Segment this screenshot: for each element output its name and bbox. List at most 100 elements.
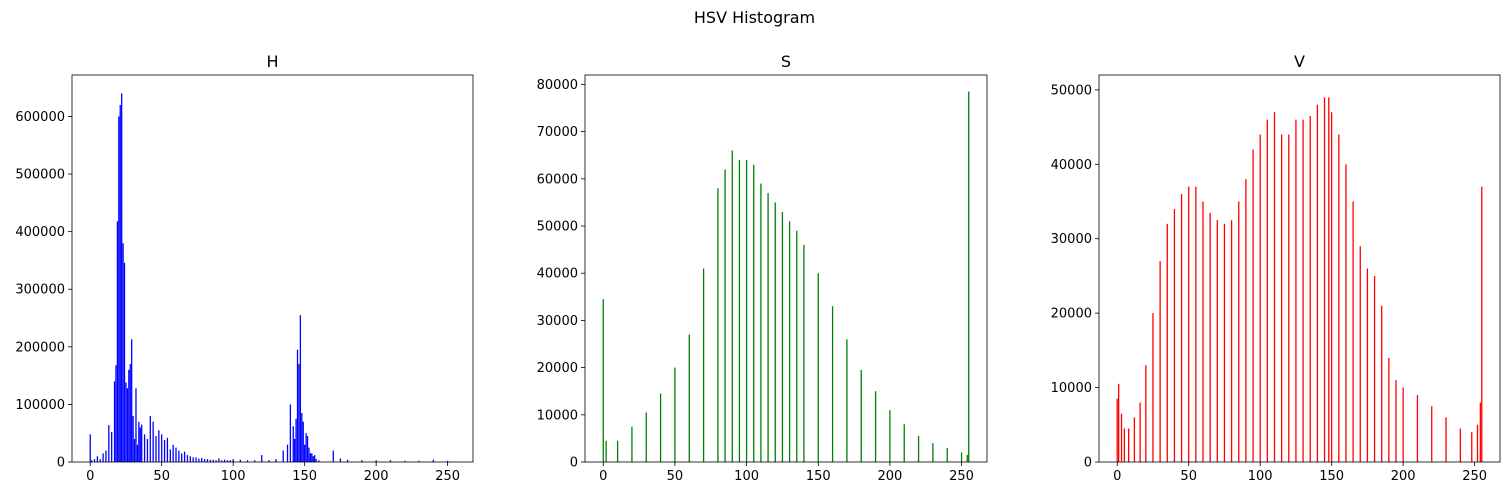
histogram-s-bar (774, 202, 776, 462)
histogram-s-bar (796, 230, 798, 462)
histogram-v-bar (1381, 305, 1383, 462)
histogram-v-bar (1266, 119, 1268, 463)
histogram-v-bar (1118, 383, 1120, 462)
histogram-v-bar (1123, 428, 1126, 462)
histogram-s-bar (688, 334, 690, 462)
histogram-v-x-tick-label: 200 (1391, 469, 1416, 484)
histogram-h-bar (169, 449, 171, 462)
histogram-v-bar (1338, 134, 1340, 463)
histogram-h-bar (404, 460, 406, 462)
histogram-s-bar (753, 164, 755, 463)
histogram-h-bar (296, 349, 299, 462)
histogram-h-bar (302, 421, 304, 462)
histogram-h-bar (203, 459, 206, 462)
histogram-v-bar (1223, 223, 1226, 462)
histogram-s-title: S (781, 52, 791, 71)
histogram-h-bar (149, 415, 151, 462)
histogram-h-bar (275, 459, 277, 462)
histogram-h-bar (181, 453, 183, 462)
histogram-v-bar (1459, 428, 1461, 462)
histogram-v-bar (1309, 115, 1311, 463)
histogram-h-bar (99, 459, 101, 462)
histogram-h-bar (111, 432, 113, 462)
histogram-v-x-tick-label: 250 (1462, 469, 1487, 484)
histogram-h-bar (209, 459, 211, 462)
histogram-h-bar (292, 426, 294, 462)
histogram-s-bar (602, 299, 604, 462)
histogram-s-y-tick-label: 70000 (537, 125, 578, 140)
histogram-v-y-tick-label: 50000 (1051, 83, 1092, 98)
histogram-h-bar (218, 458, 220, 462)
histogram-h-bar (105, 450, 107, 462)
histogram-v-x-tick-label: 150 (1319, 469, 1344, 484)
histogram-h-bar (221, 460, 223, 462)
histogram-h-bar (339, 458, 342, 462)
histogram-s-bar (860, 369, 862, 462)
histogram-h-bar (261, 455, 263, 462)
histogram-h-bar (298, 364, 300, 462)
histogram-h-bar (201, 457, 203, 462)
histogram-h-bar (198, 458, 200, 462)
histogram-h-bar (135, 388, 137, 462)
histogram-v-bar (1173, 208, 1176, 462)
histogram-h-bar (361, 460, 363, 462)
histogram-s-bar (960, 452, 963, 462)
histogram-s-bar (616, 440, 619, 462)
histogram-v-x-tick-label: 0 (1113, 469, 1121, 484)
histogram-s-x-tick-label: 100 (734, 469, 759, 484)
histogram-h-bar (133, 438, 136, 462)
histogram-s-bar (917, 436, 920, 462)
histogram-v-bar (1445, 417, 1447, 462)
histogram-v-bar (1238, 201, 1240, 462)
histogram-h-x-tick-label: 50 (153, 469, 170, 484)
histogram-s-bar (968, 91, 970, 463)
histogram-h-bar (212, 459, 214, 462)
histogram-h-bar (143, 434, 146, 462)
histogram-h-bar (121, 93, 123, 463)
histogram-v-bar (1195, 186, 1197, 462)
histogram-s-bar (788, 221, 791, 462)
histogram-h-bar (311, 453, 313, 462)
histogram-v-bar (1145, 365, 1147, 462)
histogram-h-title: H (266, 52, 278, 71)
histogram-v-bar (1295, 119, 1297, 463)
histogram-v-bar (1471, 432, 1473, 462)
histogram-s-bar (846, 339, 848, 462)
histogram-v-bar (1395, 380, 1397, 462)
histogram-v-bar (1259, 134, 1261, 463)
histogram-v-bar (1388, 357, 1390, 462)
histogram-h-bar (141, 424, 143, 462)
histogram-h-bar (115, 365, 117, 462)
histogram-s-bar (605, 440, 607, 462)
histogram-s-x-tick-label: 150 (806, 469, 831, 484)
histogram-h-bar (229, 460, 231, 462)
histogram-h-bar (158, 430, 160, 462)
histogram-s-bar (966, 454, 968, 462)
histogram-h-bar (294, 438, 296, 462)
histogram-v-panel: V 0 50 100 150 200 250 0 10000 20000 30000 40000 500… (1051, 52, 1501, 484)
histogram-v-frame (1098, 74, 1501, 463)
histogram-h-bar (375, 460, 377, 462)
histogram-v-bar (1166, 223, 1168, 462)
histogram-v-bar (1180, 194, 1183, 462)
histogram-s-y-tick-label: 60000 (537, 172, 578, 187)
histogram-v-x-tick-label: 50 (1180, 469, 1197, 484)
histogram-s-bar (946, 447, 948, 462)
histogram-h-bar (152, 421, 154, 462)
histogram-h-bar (304, 444, 306, 462)
histogram-s-bar (889, 410, 891, 462)
histogram-v-bar (1345, 164, 1347, 462)
histogram-h-bar (226, 460, 229, 462)
histogram-h-bar (136, 444, 139, 462)
histogram-h-bar (418, 460, 420, 462)
histogram-h-bar (306, 436, 309, 462)
histogram-h-y-tick-label: 500000 (15, 168, 65, 183)
histogram-s-y-tick-label: 50000 (537, 220, 578, 235)
histogram-h-bar (118, 116, 120, 463)
histogram-v-y-tick-label: 10000 (1051, 381, 1092, 396)
histogram-v-bar (1328, 97, 1330, 462)
histogram-v-bar (1230, 220, 1233, 463)
histogram-v-bar (1120, 413, 1123, 463)
histogram-h-bar (186, 455, 189, 462)
